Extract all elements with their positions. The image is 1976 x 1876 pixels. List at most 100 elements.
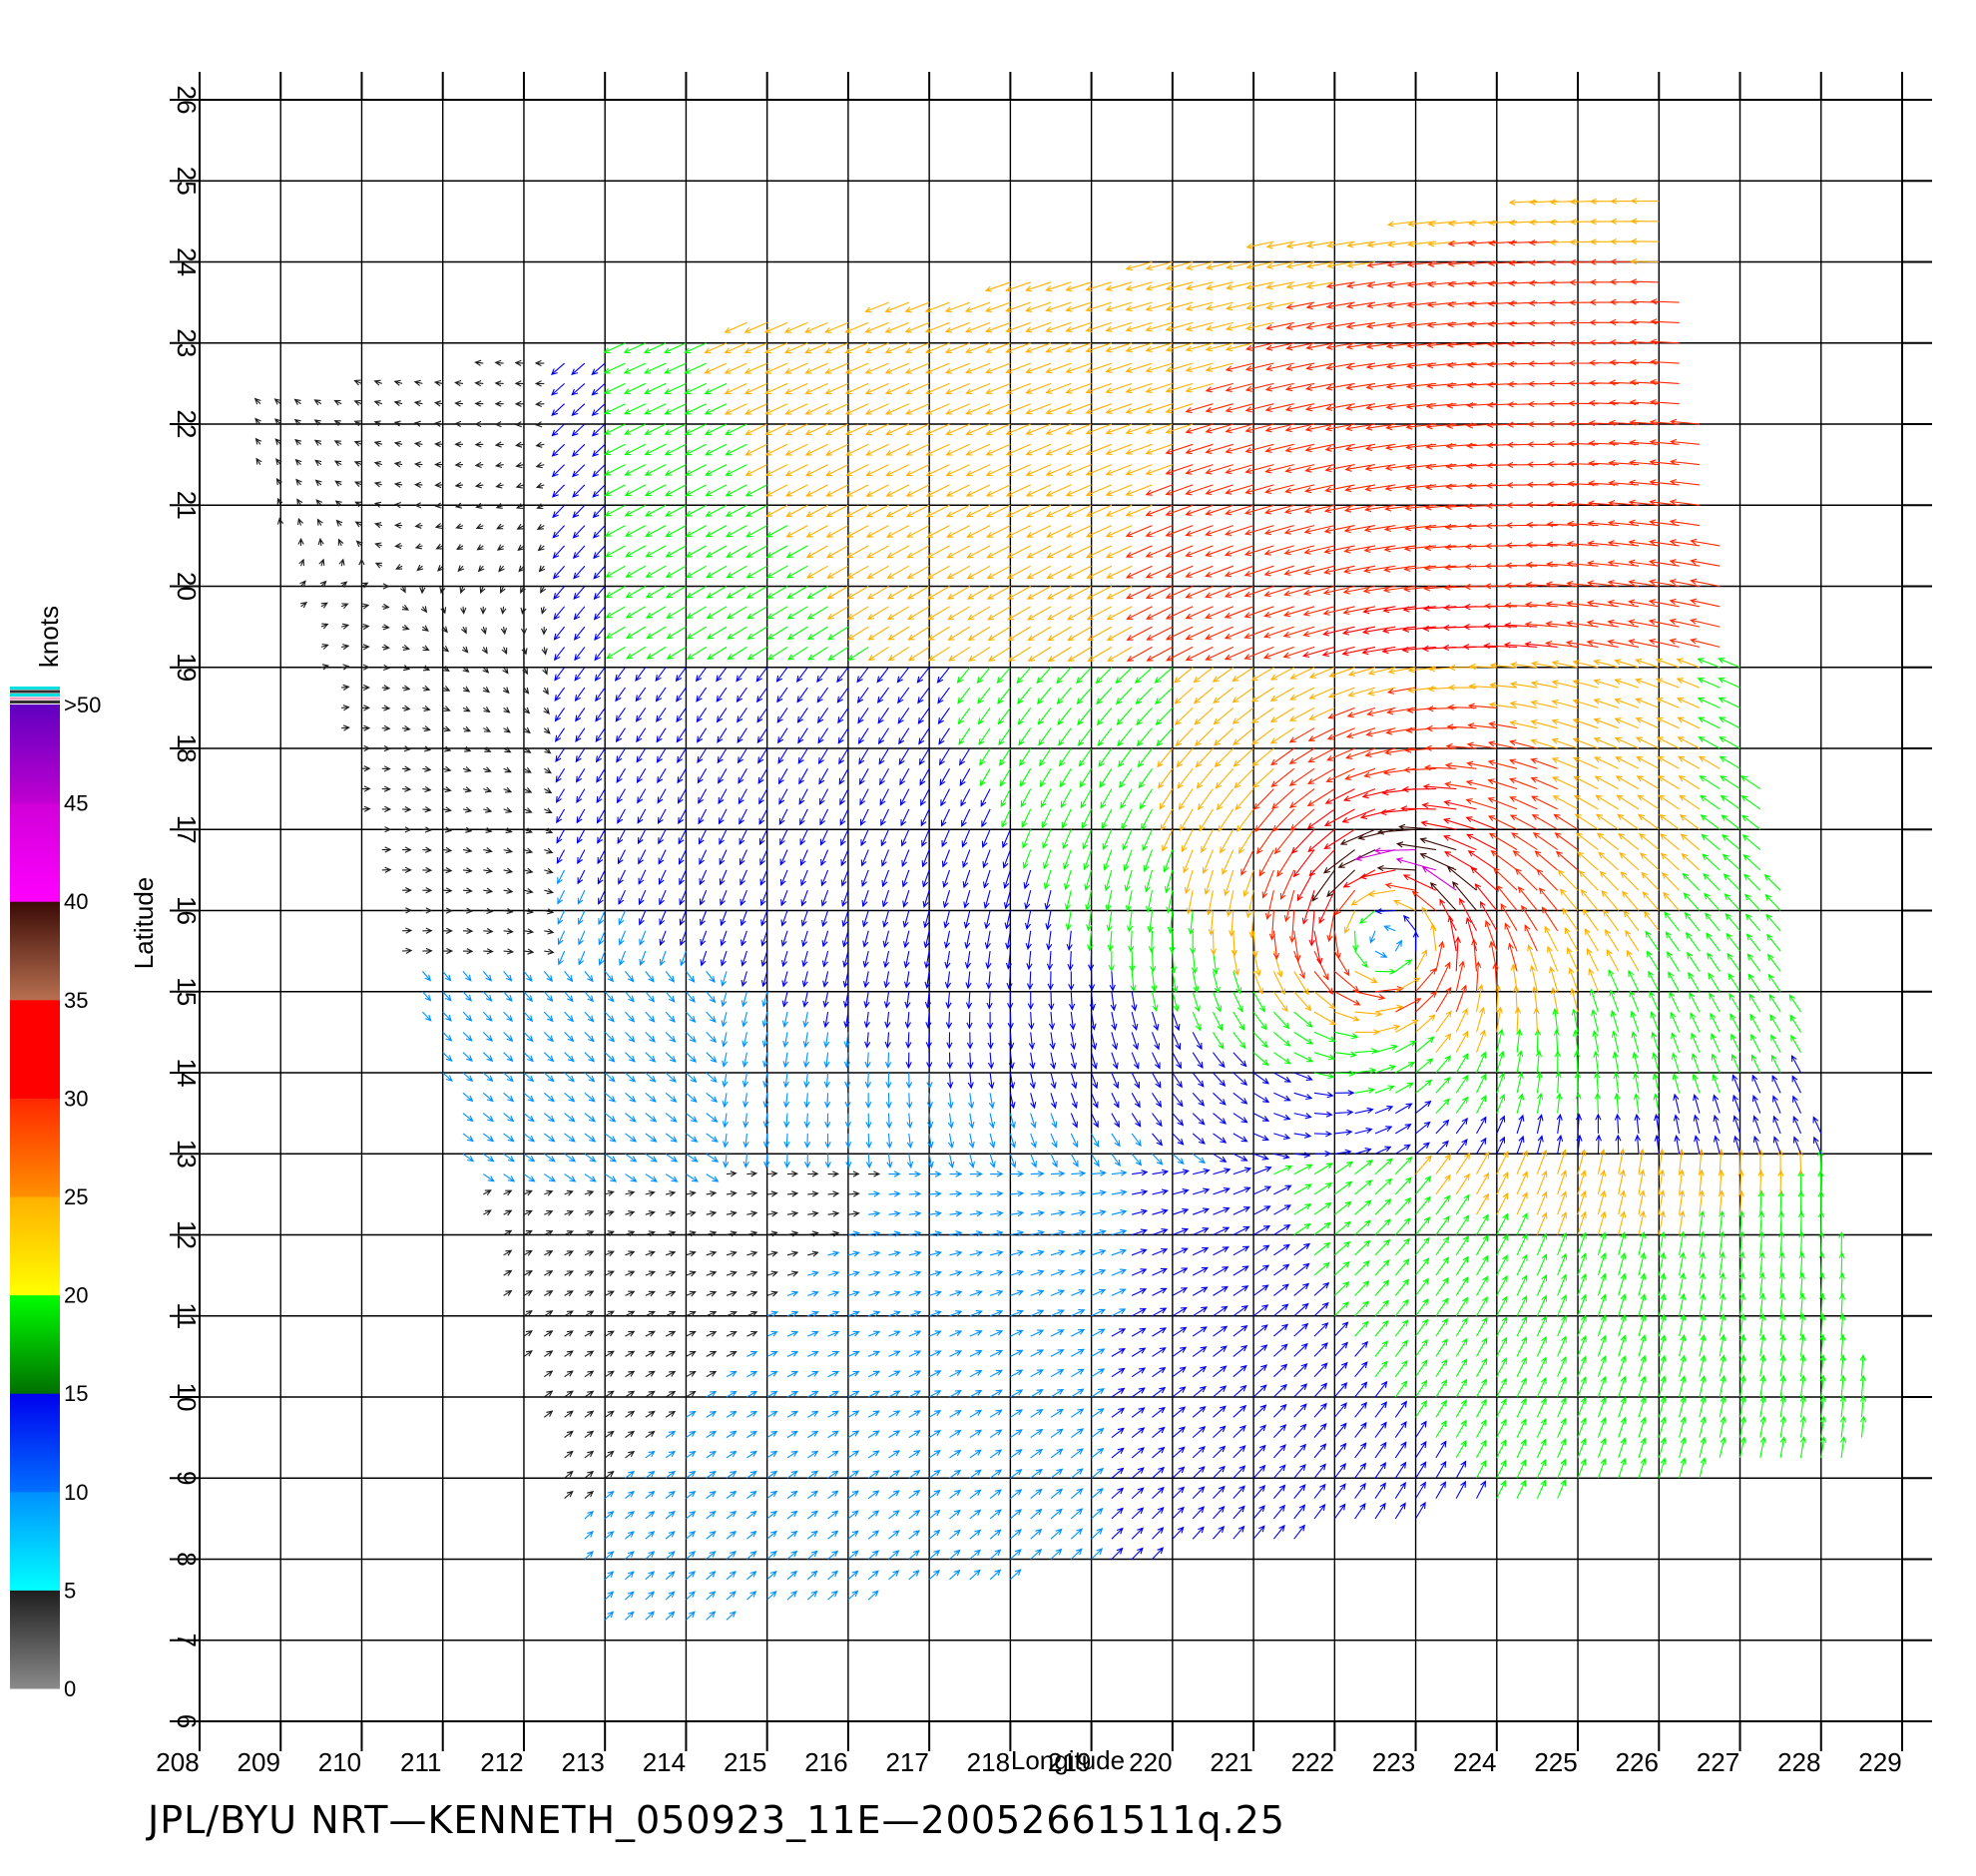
wind-vector xyxy=(926,545,950,559)
wind-vector xyxy=(1105,890,1113,912)
wind-vector xyxy=(766,1490,778,1500)
wind-vector xyxy=(1323,828,1355,850)
wind-vector xyxy=(1507,300,1538,307)
wind-vector xyxy=(1723,873,1740,891)
wind-vector xyxy=(1536,868,1559,891)
wind-vector xyxy=(706,1290,718,1297)
wind-vector xyxy=(645,1230,656,1237)
wind-vector xyxy=(1284,443,1315,453)
wind-vector xyxy=(1152,1426,1166,1439)
wind-vector xyxy=(1091,1170,1107,1176)
wind-vector xyxy=(1010,1171,1025,1177)
wind-vector xyxy=(1415,1100,1432,1115)
wind-vector xyxy=(1252,1464,1266,1479)
wind-vector xyxy=(1699,1251,1706,1276)
wind-vector xyxy=(1273,828,1295,855)
wind-vector xyxy=(1264,423,1294,433)
wind-vector xyxy=(1748,993,1761,1013)
wind-vector xyxy=(888,1290,901,1297)
wind-vector xyxy=(373,481,382,488)
wind-vector xyxy=(1463,583,1497,591)
wind-vector xyxy=(1213,1285,1229,1296)
wind-vector xyxy=(1041,808,1052,829)
wind-vector xyxy=(1131,1507,1145,1520)
wind-vector xyxy=(1496,1295,1508,1317)
wind-vector xyxy=(523,726,531,734)
wind-vector xyxy=(1730,1033,1740,1053)
wind-vector xyxy=(1313,1182,1333,1195)
wind-vector xyxy=(822,971,829,988)
wind-vector xyxy=(1354,1010,1383,1018)
wind-vector xyxy=(1285,301,1315,310)
wind-vector xyxy=(927,646,950,662)
wind-vector xyxy=(1577,1149,1587,1174)
wind-vector xyxy=(899,768,910,786)
wind-vector xyxy=(1557,1479,1567,1499)
wind-vector xyxy=(1638,1189,1646,1215)
wind-vector xyxy=(906,545,930,559)
wind-vector xyxy=(1293,1242,1311,1256)
wind-vector xyxy=(637,828,647,845)
wind-vector xyxy=(807,646,828,661)
wind-vector xyxy=(827,1570,839,1581)
wind-vector xyxy=(804,423,828,436)
wind-vector xyxy=(422,645,430,652)
wind-vector xyxy=(1347,687,1376,698)
wind-vector xyxy=(1476,1398,1487,1418)
wind-vector xyxy=(1516,1274,1528,1296)
wind-vector xyxy=(1252,1166,1272,1175)
wind-vector xyxy=(1394,959,1413,972)
wind-vector xyxy=(1680,833,1701,851)
wind-vector xyxy=(1148,930,1155,954)
wind-vector xyxy=(990,1190,1004,1197)
wind-vector xyxy=(1313,1423,1327,1438)
wind-vector xyxy=(1690,598,1721,608)
wind-vector xyxy=(373,420,382,427)
wind-vector xyxy=(1588,359,1619,366)
wind-vector xyxy=(617,849,626,865)
wind-vector xyxy=(1305,260,1335,269)
wind-vector xyxy=(594,667,606,682)
wind-vector xyxy=(523,1092,535,1103)
wind-vector xyxy=(744,484,767,497)
wind-vector xyxy=(1185,443,1214,455)
wind-vector xyxy=(1669,991,1681,1013)
wind-vector xyxy=(1166,646,1194,662)
wind-vector xyxy=(1233,1153,1248,1162)
wind-vector xyxy=(1648,619,1680,628)
wind-vector xyxy=(571,464,586,478)
wind-vector xyxy=(816,667,829,684)
wind-vector xyxy=(1557,1211,1568,1235)
wind-vector xyxy=(1446,723,1477,730)
wind-vector xyxy=(923,930,930,949)
wind-vector xyxy=(1597,1251,1607,1276)
wind-vector xyxy=(1070,1448,1084,1459)
wind-vector xyxy=(1435,986,1452,1013)
wind-vector xyxy=(442,665,450,672)
wind-vector xyxy=(1374,1401,1388,1418)
wind-vector xyxy=(1374,1198,1392,1215)
wind-vector xyxy=(785,525,808,538)
wind-vector xyxy=(573,626,586,641)
wind-vector xyxy=(1030,1369,1044,1378)
wind-vector xyxy=(1394,1481,1407,1499)
wind-vector xyxy=(1007,991,1014,1010)
wind-vector xyxy=(678,849,687,865)
wind-vector xyxy=(1557,1149,1567,1174)
wind-vector xyxy=(1516,1028,1523,1053)
wind-vector xyxy=(1650,298,1680,305)
wind-vector xyxy=(1577,1273,1587,1296)
wind-vector xyxy=(726,1410,738,1418)
wind-vector xyxy=(1525,541,1558,549)
wind-vector xyxy=(1637,794,1660,810)
wind-vector xyxy=(803,1133,811,1149)
wind-vector xyxy=(985,504,1011,518)
wind-vector xyxy=(1066,586,1092,600)
wind-vector xyxy=(1252,1424,1266,1438)
wind-vector xyxy=(739,808,747,825)
wind-vector xyxy=(888,1450,901,1459)
wind-vector xyxy=(1618,1293,1627,1316)
wind-vector xyxy=(987,606,1011,621)
wind-vector xyxy=(422,866,433,874)
wind-vector xyxy=(1597,1210,1607,1235)
